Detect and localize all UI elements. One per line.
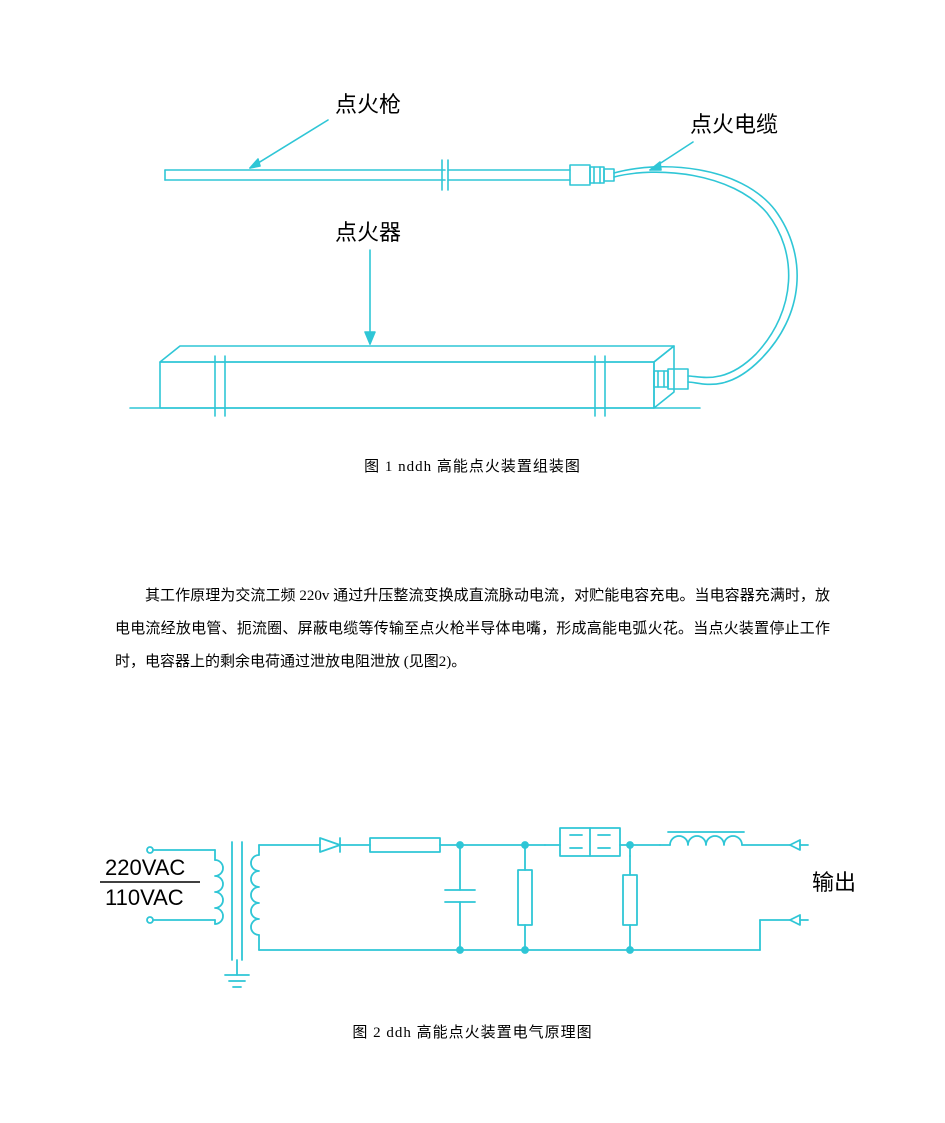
assembly-diagram: 点火枪 点火电缆 点火器 (0, 60, 945, 440)
label-220vac: 220VAC (105, 855, 185, 880)
figure-2: 220VAC 110VAC 输出 图 2 ddh 高能点火装置电气原理图 (0, 790, 945, 1042)
label-cable: 点火电缆 (690, 112, 778, 137)
circuit-diagram: 220VAC 110VAC 输出 (0, 790, 945, 1010)
figure-2-caption: 图 2 ddh 高能点火装置电气原理图 (0, 1021, 945, 1042)
figure-1: 点火枪 点火电缆 点火器 图 1 nddh 高能点火装置组装图 (0, 60, 945, 476)
figure-1-caption: 图 1 nddh 高能点火装置组装图 (0, 455, 945, 476)
body-paragraph: 其工作原理为交流工频 220v 通过升压整流变换成直流脉动电流，对贮能电容充电。… (0, 580, 945, 679)
label-110vac: 110VAC (105, 885, 184, 910)
label-output: 输出 (812, 870, 856, 895)
label-gun: 点火枪 (335, 92, 401, 117)
label-igniter: 点火器 (335, 220, 401, 245)
page: 点火枪 点火电缆 点火器 图 1 nddh 高能点火装置组装图 其工作原理为交流… (0, 0, 945, 1123)
